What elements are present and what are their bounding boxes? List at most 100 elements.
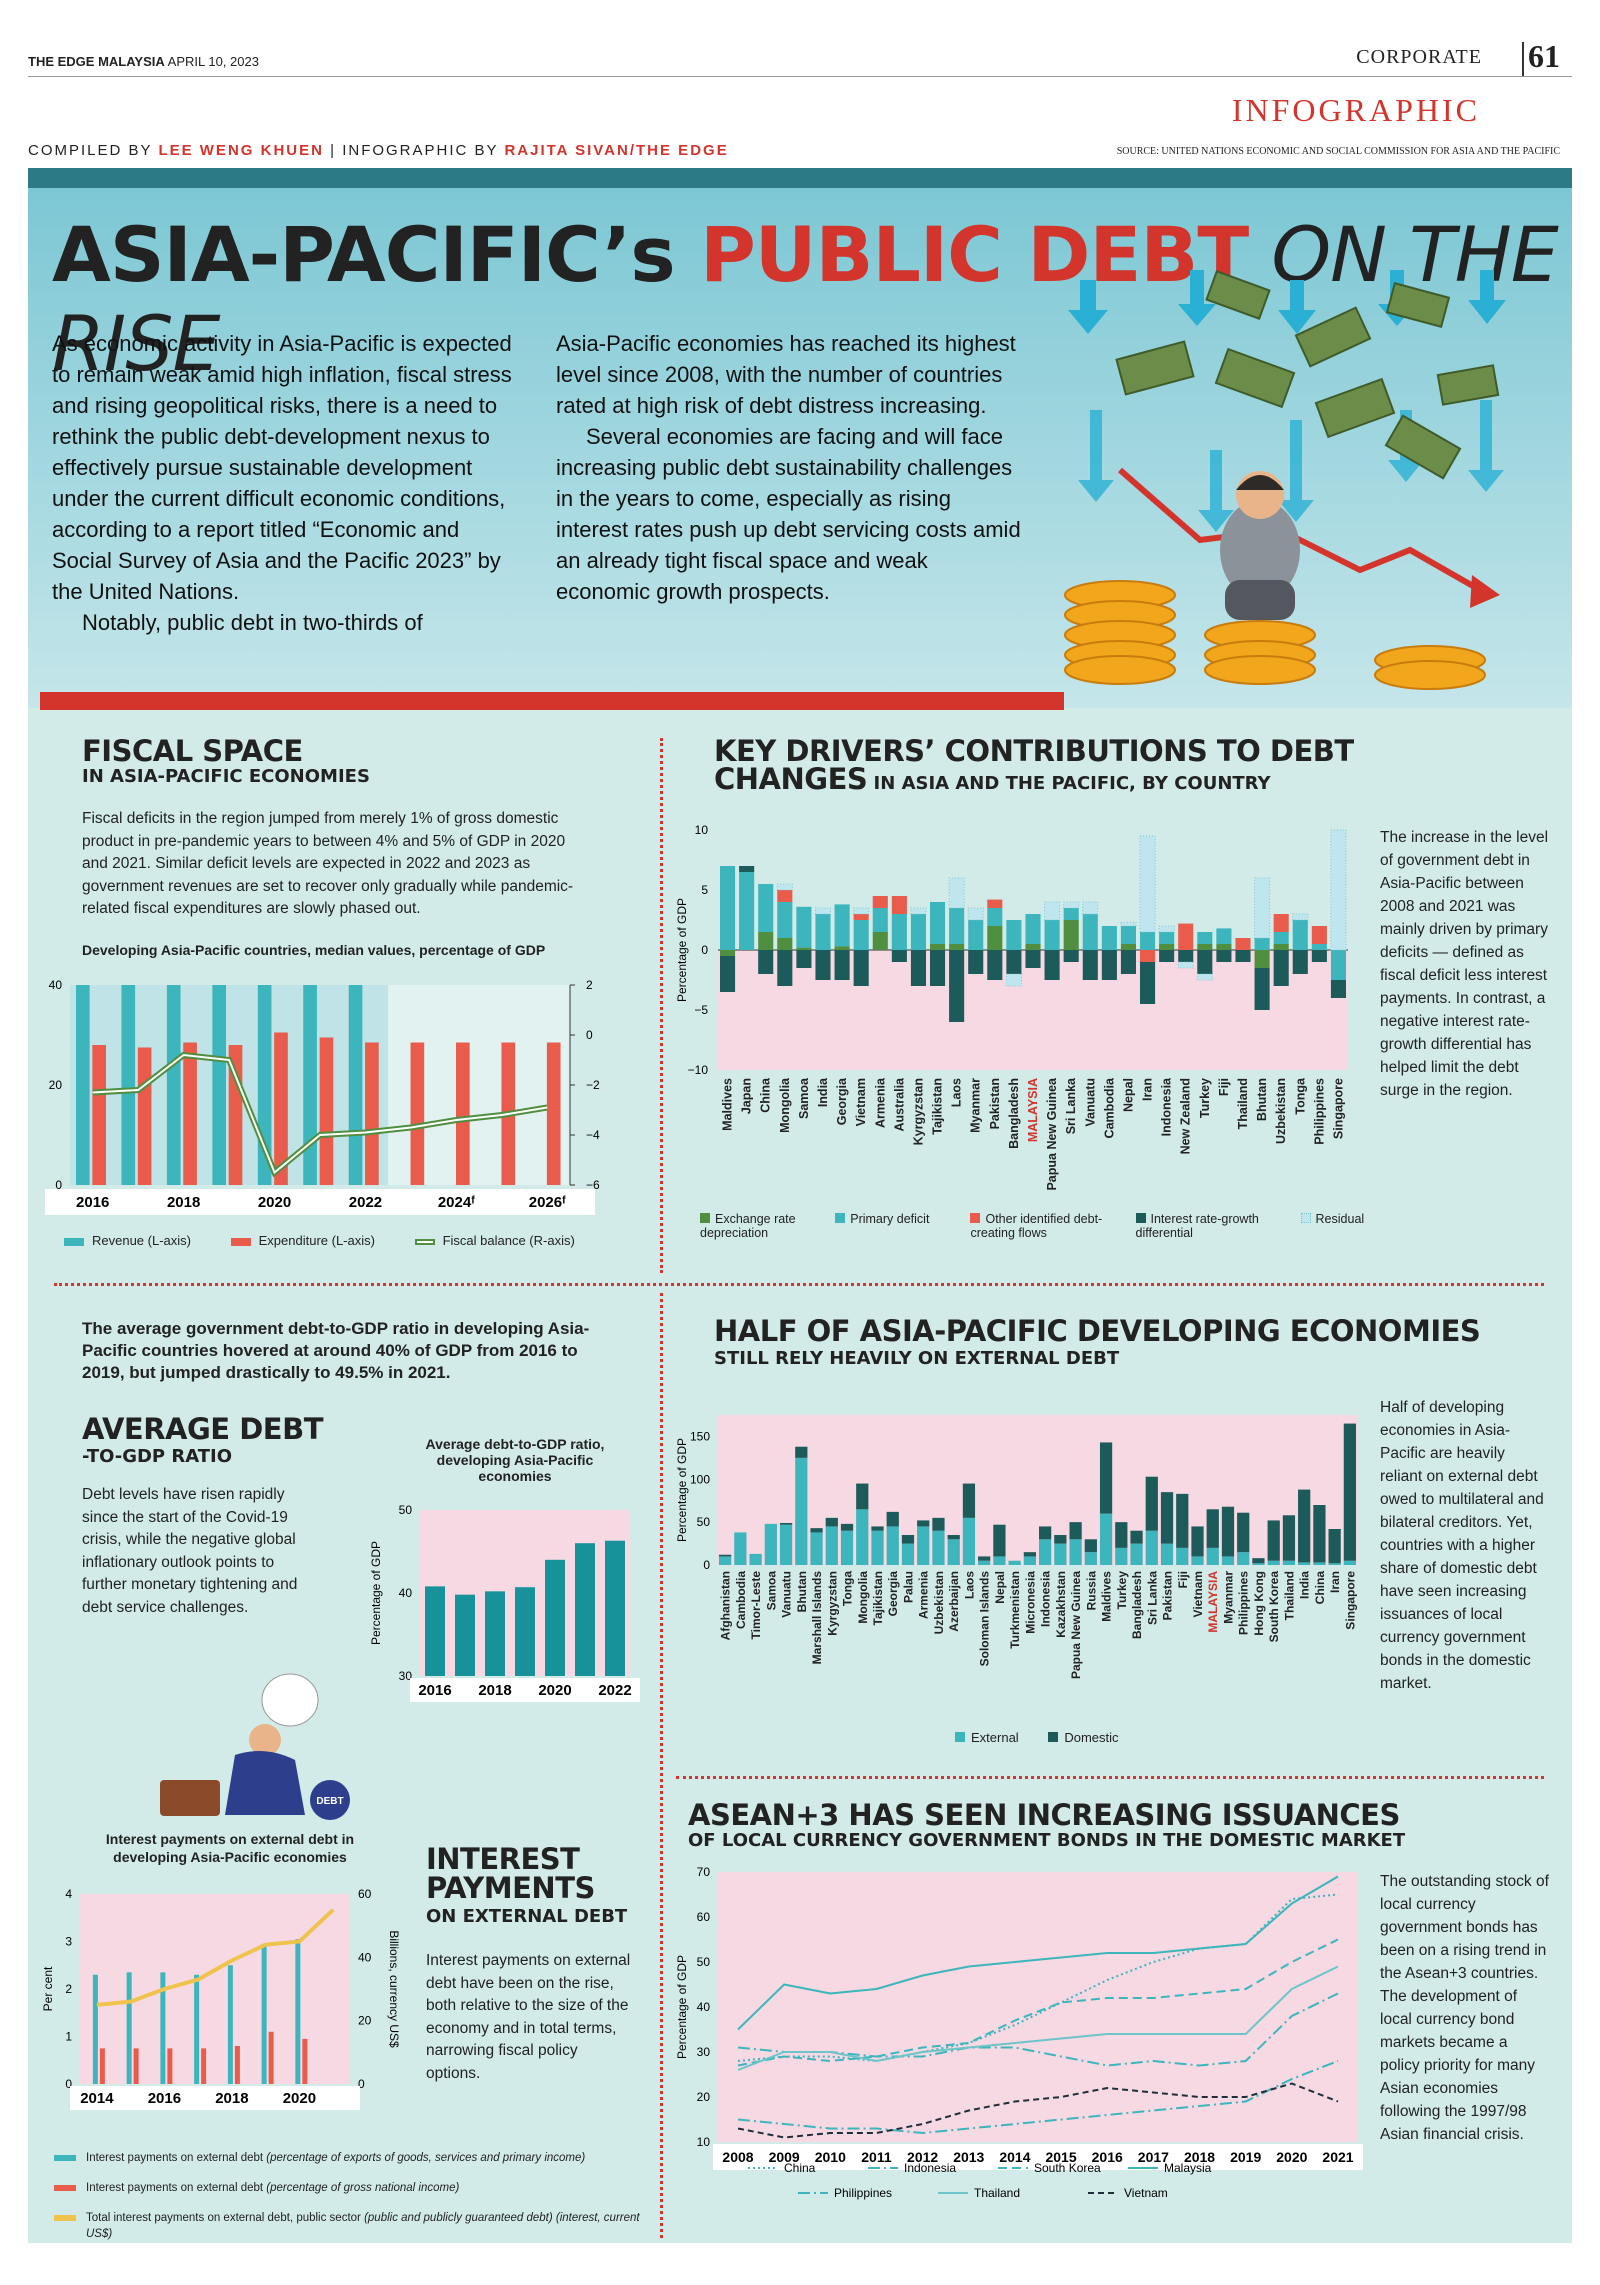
revenue-bar	[348, 985, 363, 1185]
driver-bar	[930, 944, 946, 950]
domestic-bar	[840, 1523, 854, 1531]
fiscal-legend-expenditure: Expenditure (L-axis)	[230, 1233, 375, 1248]
x-tick: 2022	[349, 1194, 382, 1211]
driver-bar	[891, 914, 907, 950]
external-legend-domestic: Domestic	[1048, 1730, 1119, 1745]
drivers-title: KEY DRIVERS’ CONTRIBUTIONS TO DEBT	[714, 734, 1354, 768]
expenditure-bar	[365, 1042, 379, 1185]
driver-bar	[834, 950, 850, 980]
interest-chart: 4 3 2 1 0 60 40 20 0 Per cent Billions, currency U…	[41, 1887, 400, 2110]
driver-bar	[1254, 938, 1270, 950]
external-bar	[917, 1526, 930, 1565]
avgdebt-title: AVERAGE DEBT	[82, 1412, 323, 1446]
y-tick-right: 20	[358, 2014, 372, 2028]
hero-illustration	[1064, 270, 1506, 690]
credits: COMPILED BY LEE WENG KHUEN | INFOGRAPHIC…	[28, 142, 729, 159]
x-tick: Maldives	[721, 1078, 735, 1131]
domestic-bar	[978, 1556, 991, 1561]
asean-title: ASEAN+3 HAS SEEN INCREASING ISSUANCES	[688, 1798, 1400, 1832]
driver-bar	[1159, 932, 1175, 944]
x-tick: Mongolia	[856, 1571, 870, 1624]
domestic-bar	[856, 1483, 869, 1510]
legend-label: Interest payments on external debt	[86, 2152, 267, 2164]
legend-label: External	[971, 1730, 1019, 1745]
external-bar	[1130, 1543, 1143, 1565]
x-tick: 2014	[999, 2149, 1030, 2165]
divider-horizontal-2	[676, 1776, 1544, 1779]
expenditure-bar	[183, 1042, 197, 1185]
external-bar	[764, 1523, 777, 1565]
expenditure-bar	[137, 1047, 152, 1185]
credit-compiled-name: LEE WENG KHUEN	[158, 142, 324, 159]
x-tick: 2010	[815, 2149, 846, 2165]
driver-bar	[1005, 973, 1022, 987]
y-tick-left: 4	[65, 1887, 72, 1901]
driver-bar	[930, 950, 946, 986]
driver-bar	[1159, 950, 1175, 962]
x-tick: Turkey	[1198, 1078, 1212, 1118]
driver-bar	[987, 899, 1003, 908]
intro-column-1: As economic activity in Asia-Pacific is …	[52, 328, 522, 638]
x-tick: Russia	[1084, 1571, 1098, 1611]
y-tick-left: 0	[65, 2077, 72, 2091]
x-tick: Kazakhstan	[1054, 1571, 1068, 1638]
divider-vertical-2	[660, 1293, 663, 2238]
x-axis-band	[410, 1678, 640, 1702]
worried-man	[1220, 471, 1300, 620]
x-tick: Bangladesh	[1130, 1571, 1144, 1639]
external-bar	[1084, 1552, 1097, 1565]
driver-bar	[1158, 925, 1175, 933]
x-tick: New Zealand	[1179, 1078, 1193, 1154]
x-tick: Timor-Leste	[749, 1571, 763, 1640]
legend-label: Exchange rate depreciation	[700, 1212, 796, 1240]
y-tick: 30	[399, 1669, 413, 1683]
driver-bar	[1159, 944, 1175, 950]
external-bar	[978, 1560, 991, 1565]
down-trend-arrow	[1118, 467, 1482, 593]
driver-bar	[853, 907, 870, 915]
brand: THE EDGE MALAYSIA	[28, 54, 165, 69]
driver-bar	[1140, 932, 1156, 950]
debt-ball	[310, 1780, 350, 1820]
drivers-sidebar: The increase in the level of government …	[1380, 829, 1549, 1099]
y-tick-left: 3	[65, 1935, 72, 1949]
legend-label: Primary deficit	[850, 1212, 930, 1226]
driver-bar	[967, 907, 984, 921]
driver-bar	[910, 907, 927, 915]
gni-bar	[201, 2048, 207, 2084]
source-note: SOURCE: UNITED NATIONS ECONOMIC AND SOCI…	[1116, 146, 1560, 157]
driver-bar	[758, 884, 774, 932]
domestic-bar	[993, 1524, 1006, 1557]
x-tick: 2009	[769, 2149, 800, 2165]
x-tick: 2019	[1230, 2149, 1261, 2165]
external-bar	[1054, 1543, 1067, 1565]
x-tick: Armenia	[873, 1077, 887, 1128]
domestic-bar	[1054, 1535, 1067, 1544]
title-part-2: PUBLIC DEBT	[700, 210, 1249, 299]
external-bar	[1206, 1547, 1219, 1565]
external-bar	[947, 1539, 960, 1565]
intro-paragraph-2: Notably, public debt in two-thirds of	[82, 610, 423, 635]
driver-bar	[1235, 950, 1251, 962]
y-tick-right: 40	[358, 1950, 372, 1964]
x-tick: Hong Kong	[1252, 1571, 1266, 1636]
y-tick: 0	[703, 1558, 710, 1572]
credit-compiled-prefix: COMPILED BY	[28, 142, 153, 159]
domestic-bar	[947, 1535, 960, 1540]
expenditure-bar	[546, 1042, 561, 1185]
y-tick-right: 2	[586, 978, 593, 992]
legend-label: Indonesia	[904, 2161, 956, 2175]
debt-bar	[605, 1540, 625, 1676]
driver-bar	[1292, 913, 1309, 921]
legend-note: (percentage of exports of goods, service…	[266, 2152, 586, 2164]
external-bar	[719, 1556, 732, 1565]
y-tick: 60	[697, 1910, 711, 1924]
driver-bar	[948, 877, 965, 909]
driver-bar	[1120, 950, 1136, 974]
exports-bar	[261, 1943, 267, 2084]
y-tick: 10	[697, 2135, 711, 2149]
intro-column-2: Asia-Pacific economies has reached its h…	[556, 328, 1026, 607]
driver-bar	[1197, 944, 1213, 950]
plot-area	[80, 1894, 350, 2084]
driver-bar	[1235, 938, 1251, 950]
